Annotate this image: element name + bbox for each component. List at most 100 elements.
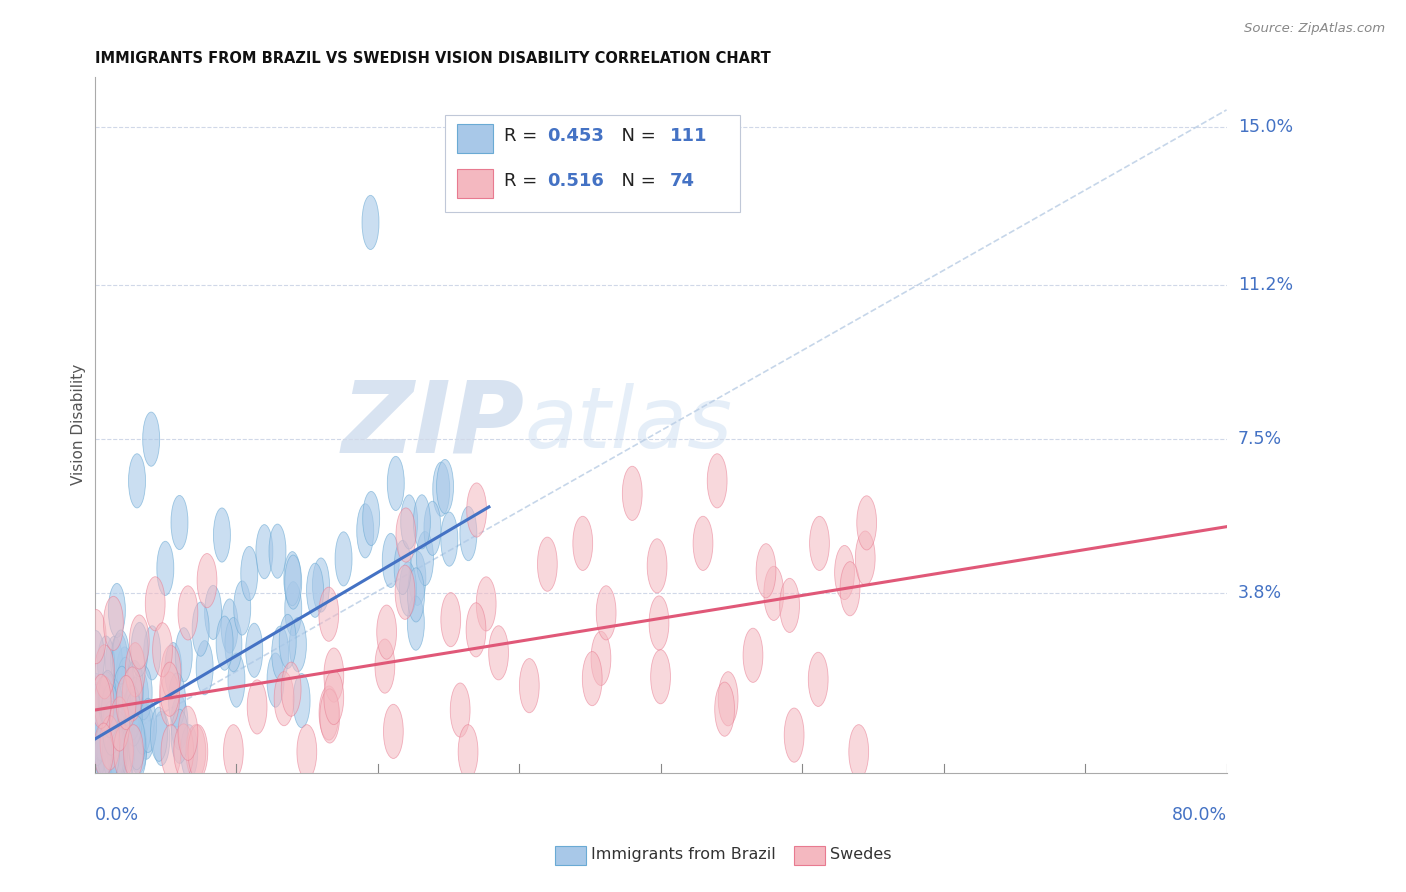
Ellipse shape <box>205 585 222 640</box>
Ellipse shape <box>138 705 155 759</box>
Ellipse shape <box>193 602 209 657</box>
Ellipse shape <box>763 566 783 621</box>
Ellipse shape <box>433 462 450 516</box>
Ellipse shape <box>489 626 509 680</box>
Ellipse shape <box>441 512 458 566</box>
Ellipse shape <box>160 662 180 716</box>
Ellipse shape <box>127 677 143 731</box>
Text: N =: N = <box>610 172 661 190</box>
Ellipse shape <box>114 724 131 779</box>
Ellipse shape <box>124 686 141 739</box>
Ellipse shape <box>118 724 135 779</box>
Ellipse shape <box>153 712 170 765</box>
Ellipse shape <box>271 626 288 681</box>
Ellipse shape <box>98 672 115 726</box>
Ellipse shape <box>285 582 302 636</box>
Text: 0.453: 0.453 <box>547 127 605 145</box>
Ellipse shape <box>401 495 418 549</box>
Ellipse shape <box>172 696 188 750</box>
Ellipse shape <box>93 707 110 761</box>
Ellipse shape <box>856 496 876 550</box>
Ellipse shape <box>387 457 405 510</box>
Ellipse shape <box>591 632 610 686</box>
Text: 11.2%: 11.2% <box>1237 276 1294 294</box>
Ellipse shape <box>87 631 104 685</box>
Ellipse shape <box>292 673 311 728</box>
Ellipse shape <box>94 645 114 699</box>
Ellipse shape <box>214 508 231 562</box>
Ellipse shape <box>718 672 738 726</box>
Ellipse shape <box>94 676 114 731</box>
Ellipse shape <box>425 501 441 556</box>
Ellipse shape <box>394 541 411 595</box>
Ellipse shape <box>240 547 257 600</box>
Ellipse shape <box>290 617 307 672</box>
Text: R =: R = <box>505 127 543 145</box>
Ellipse shape <box>284 551 301 606</box>
Ellipse shape <box>162 646 181 699</box>
Text: R =: R = <box>505 172 550 190</box>
Ellipse shape <box>399 562 416 616</box>
Text: IMMIGRANTS FROM BRAZIL VS SWEDISH VISION DISABILITY CORRELATION CHART: IMMIGRANTS FROM BRAZIL VS SWEDISH VISION… <box>94 51 770 66</box>
Ellipse shape <box>107 724 124 779</box>
Ellipse shape <box>150 707 167 762</box>
Ellipse shape <box>197 640 214 695</box>
Ellipse shape <box>377 605 396 659</box>
Ellipse shape <box>186 724 205 779</box>
Ellipse shape <box>225 617 242 672</box>
Ellipse shape <box>623 467 643 520</box>
Ellipse shape <box>110 724 127 779</box>
Ellipse shape <box>128 454 145 508</box>
Text: 74: 74 <box>669 172 695 190</box>
Ellipse shape <box>224 724 243 779</box>
Ellipse shape <box>458 724 478 779</box>
Ellipse shape <box>100 715 120 770</box>
Ellipse shape <box>142 412 160 467</box>
Ellipse shape <box>108 724 125 778</box>
Ellipse shape <box>256 524 273 579</box>
Ellipse shape <box>849 724 869 779</box>
Ellipse shape <box>105 680 122 734</box>
Ellipse shape <box>157 541 174 596</box>
Ellipse shape <box>174 724 194 778</box>
Ellipse shape <box>94 723 114 777</box>
Ellipse shape <box>110 697 129 751</box>
Ellipse shape <box>179 706 198 760</box>
Ellipse shape <box>105 706 122 759</box>
Ellipse shape <box>714 682 734 736</box>
Ellipse shape <box>122 667 142 721</box>
Text: N =: N = <box>610 127 661 145</box>
Ellipse shape <box>281 662 301 716</box>
Ellipse shape <box>139 698 156 753</box>
Ellipse shape <box>135 665 152 720</box>
Ellipse shape <box>132 670 149 724</box>
Ellipse shape <box>103 724 120 779</box>
Ellipse shape <box>108 583 125 638</box>
Ellipse shape <box>228 653 245 707</box>
Ellipse shape <box>460 507 477 561</box>
Ellipse shape <box>145 577 165 631</box>
Ellipse shape <box>835 545 855 599</box>
Ellipse shape <box>172 495 188 549</box>
Ellipse shape <box>319 689 340 743</box>
Ellipse shape <box>274 672 294 726</box>
Ellipse shape <box>162 724 181 779</box>
Ellipse shape <box>436 459 454 514</box>
Ellipse shape <box>176 628 193 681</box>
Ellipse shape <box>94 680 111 733</box>
Ellipse shape <box>396 508 416 562</box>
Ellipse shape <box>112 630 129 684</box>
Ellipse shape <box>307 563 323 617</box>
Ellipse shape <box>382 533 399 588</box>
Ellipse shape <box>117 647 134 701</box>
Ellipse shape <box>217 616 233 670</box>
Ellipse shape <box>780 578 800 632</box>
Ellipse shape <box>110 711 127 765</box>
Ellipse shape <box>477 577 496 631</box>
Ellipse shape <box>86 609 105 664</box>
FancyBboxPatch shape <box>457 124 494 153</box>
Ellipse shape <box>467 603 486 657</box>
Text: atlas: atlas <box>524 383 733 467</box>
Ellipse shape <box>297 724 316 779</box>
Ellipse shape <box>114 666 131 721</box>
